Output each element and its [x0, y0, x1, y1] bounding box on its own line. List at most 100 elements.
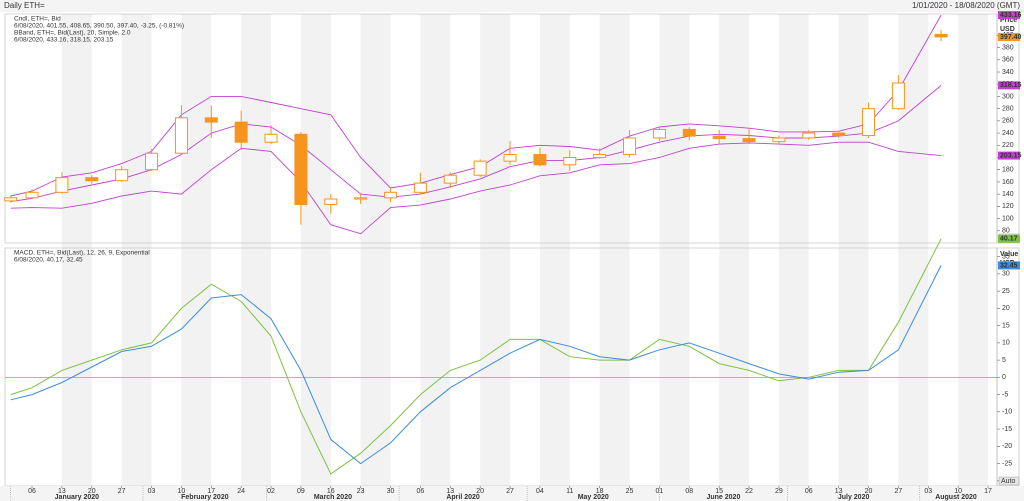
- y-tick-label: 220: [1002, 142, 1014, 149]
- candle-body: [832, 132, 846, 137]
- bollinger-lower: [10, 141, 942, 235]
- x-tick-label: 06: [417, 488, 425, 495]
- candle-body: [682, 128, 696, 137]
- scale-button-label[interactable]: Auto: [1001, 478, 1016, 485]
- candle-body: [324, 198, 338, 206]
- y-tick-label: 160: [1002, 179, 1014, 186]
- candle-body: [443, 174, 457, 184]
- x-tick-label: 13: [58, 488, 66, 495]
- candle-body: [891, 82, 905, 110]
- x-tick-label: 24: [237, 488, 245, 495]
- y-tick-label: 260: [1002, 118, 1014, 125]
- month-label: February 2020: [181, 494, 229, 501]
- last-value-box: [998, 261, 1020, 270]
- candle-body: [593, 153, 607, 159]
- macd-line: [10, 265, 942, 465]
- date-range: 1/01/2020 - 18/08/2020 (GMT): [912, 1, 1020, 10]
- y-tick-label: 10: [1002, 340, 1010, 347]
- y-tick-label: -5: [1002, 391, 1008, 398]
- candle-body: [234, 121, 248, 143]
- title-bar: [0, 0, 1024, 12]
- candle-body: [413, 182, 427, 193]
- candle-body: [862, 108, 876, 137]
- legend-name: Cndl, ETH=, Bid: [14, 16, 61, 23]
- last-value-label: 433.16: [1000, 12, 1022, 19]
- candle-body: [354, 197, 368, 200]
- candle-body: [772, 137, 786, 143]
- x-tick-label: 27: [506, 488, 514, 495]
- candle-body: [533, 153, 547, 166]
- y-axis-label: Value: [1000, 251, 1018, 258]
- x-tick-label: 06: [805, 488, 813, 495]
- y-tick-label: 380: [1002, 44, 1014, 51]
- week-shade: [61, 14, 92, 486]
- candle-body: [742, 138, 756, 143]
- candle-body: [473, 160, 487, 176]
- month-label: January 2020: [55, 494, 99, 501]
- candle-body: [712, 135, 726, 140]
- y-tick-label: 25: [1002, 288, 1010, 295]
- candle-body: [294, 133, 308, 206]
- bollinger-upper: [10, 14, 942, 197]
- x-tick-label: 04: [536, 488, 544, 495]
- x-tick-label: 18: [596, 488, 604, 495]
- week-shade: [420, 14, 451, 486]
- y-tick-label: 15: [1002, 322, 1010, 329]
- y-tick-label: 35: [1002, 253, 1010, 260]
- x-tick-label: 09: [297, 488, 305, 495]
- x-tick-label: 27: [118, 488, 126, 495]
- month-label: July 2020: [838, 494, 870, 501]
- candle-body: [4, 197, 18, 202]
- y-tick-label: 180: [1002, 167, 1014, 174]
- x-tick-label: 03: [924, 488, 932, 495]
- y-tick-label: 5: [1002, 357, 1006, 364]
- y-tick-label: -20: [1002, 443, 1012, 450]
- candle-body: [384, 191, 398, 199]
- y-tick-label: 120: [1002, 203, 1014, 210]
- x-tick-label: 29: [775, 488, 783, 495]
- scale-button[interactable]: [998, 476, 1020, 486]
- candle-body: [145, 152, 159, 171]
- macd-line: [10, 238, 942, 475]
- week-shade: [300, 14, 331, 486]
- x-axis-band: [0, 486, 1024, 501]
- x-tick-label: 11: [566, 488, 573, 495]
- last-value-label: 397.40: [1000, 34, 1022, 41]
- window-title: Daily ETH=: [4, 1, 45, 10]
- candle-body: [503, 153, 517, 162]
- legend-name: MACD, ETH=, Bid(Last), 12, 26, 9, Expone…: [14, 250, 150, 257]
- x-tick-label: 03: [148, 488, 156, 495]
- x-tick-label: 20: [88, 488, 96, 495]
- y-axis-label: Price: [1000, 17, 1017, 24]
- y-tick-label: 0: [1002, 374, 1006, 381]
- y-tick-label: 240: [1002, 130, 1014, 137]
- legend-info: 6/08/2020, 433.16, 318.15, 203.15: [14, 37, 114, 44]
- x-tick-label: 13: [835, 488, 843, 495]
- x-tick-label: 16: [327, 488, 335, 495]
- y-tick-label: -15: [1002, 426, 1012, 433]
- week-shade: [480, 14, 511, 486]
- x-tick-label: 20: [865, 488, 873, 495]
- week-shade: [838, 14, 869, 486]
- x-tick-label: 17: [207, 488, 215, 495]
- week-shade: [778, 14, 809, 486]
- last-value-box: [998, 234, 1020, 243]
- x-tick-label: 08: [685, 488, 693, 495]
- month-label: August 2020: [935, 494, 977, 501]
- y-tick-label: 340: [1002, 69, 1014, 76]
- y-tick-label: 360: [1002, 57, 1014, 64]
- panel-frame: [4, 13, 1020, 244]
- candle-body: [85, 177, 99, 182]
- x-tick-label: 23: [357, 488, 365, 495]
- x-tick-label: 06: [28, 488, 36, 495]
- candle-body: [563, 157, 577, 166]
- month-label: June 2020: [706, 494, 740, 501]
- legend-info: 6/08/2020, 401.55, 408.65, 390.50, 397.4…: [14, 23, 139, 30]
- y-tick-label: 80: [1002, 228, 1010, 235]
- last-value-label: 40.17: [1000, 236, 1018, 243]
- candle-body: [204, 117, 218, 123]
- last-value-label: 203.15: [1000, 152, 1022, 159]
- month-label: March 2020: [314, 494, 352, 501]
- y-tick-label: 140: [1002, 191, 1014, 198]
